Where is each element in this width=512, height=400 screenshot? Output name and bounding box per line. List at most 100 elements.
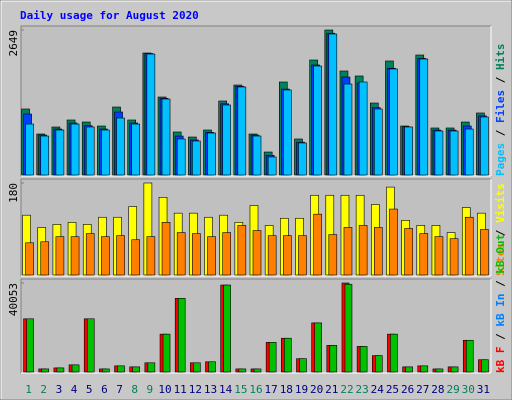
bar [420, 365, 429, 373]
bar [464, 128, 474, 176]
bar [56, 367, 65, 373]
x-tick-label: 23 [356, 383, 369, 396]
bar [450, 366, 459, 373]
bar [71, 364, 80, 373]
x-tick-label: 27 [416, 383, 429, 396]
x-tick-label: 24 [371, 383, 385, 396]
chart-title: Daily usage for August 2020 [20, 9, 199, 22]
bar [449, 130, 459, 176]
x-tick-label: 17 [265, 383, 278, 396]
bar [101, 129, 110, 176]
x-tick-label: 13 [204, 383, 217, 396]
bar [343, 227, 353, 276]
bar [344, 283, 353, 373]
x-tick-label: 28 [431, 383, 444, 396]
bar [419, 233, 429, 276]
bar [374, 355, 383, 373]
bar [70, 236, 80, 276]
bar [298, 235, 307, 276]
bar [70, 123, 80, 176]
bar [192, 233, 201, 276]
bar [358, 81, 368, 176]
bar [449, 238, 459, 276]
bar [177, 298, 186, 373]
bar [314, 322, 322, 373]
y-tick-label: 2649 [7, 30, 20, 57]
bar [131, 123, 141, 176]
legend-separator: / [494, 123, 507, 143]
bar [328, 33, 338, 176]
bar [223, 284, 231, 373]
legend-separator: / [494, 70, 507, 90]
x-tick-label: 11 [174, 383, 187, 396]
x-tick-label: 2 [40, 383, 47, 396]
x-tick-label: 15 [234, 383, 247, 396]
bar [389, 68, 398, 176]
x-tick-label: 4 [71, 383, 78, 396]
bar [313, 65, 322, 176]
bar [435, 368, 444, 373]
x-tick-label: 5 [86, 383, 93, 396]
bar [116, 117, 125, 176]
bar [465, 339, 474, 373]
bar [419, 58, 429, 176]
bar [464, 216, 474, 276]
bar [101, 236, 110, 276]
legend-separator: / [494, 274, 507, 294]
bar [208, 361, 216, 373]
bar [283, 89, 292, 176]
bar [283, 235, 292, 276]
bar [55, 236, 65, 276]
bar [192, 140, 201, 176]
bar [373, 227, 383, 276]
legend-entry: kB Out [494, 234, 507, 274]
panel [20, 278, 492, 374]
bar [237, 86, 247, 176]
legend-separator: / [494, 327, 507, 347]
x-tick-label: 25 [386, 383, 399, 396]
bar [162, 333, 171, 373]
x-tick-label: 10 [158, 383, 171, 396]
x-tick-label: 3 [56, 383, 63, 396]
y-tick-label: 180 [7, 183, 20, 203]
bar [253, 368, 262, 373]
bar [389, 208, 398, 276]
bar [252, 230, 262, 276]
bar [434, 236, 444, 276]
x-tick-label: 20 [310, 383, 323, 396]
bar [404, 228, 413, 276]
legend-entry: Sites [494, 243, 507, 276]
bar [237, 225, 247, 276]
x-tick-label: 8 [131, 383, 138, 396]
bar [222, 232, 231, 276]
bar [85, 233, 95, 276]
legend: kB F / kB In / kB Out [494, 234, 507, 373]
bar [298, 142, 307, 176]
x-tick-label: 6 [101, 383, 108, 396]
y-tick-label: 40053 [7, 283, 20, 316]
bar [373, 108, 383, 176]
bar [343, 83, 353, 176]
bar [404, 126, 413, 176]
x-tick-label: 31 [477, 383, 490, 396]
bar [132, 366, 141, 373]
bar [161, 98, 171, 176]
bar [267, 235, 277, 276]
bar [480, 116, 489, 176]
legend-entry: Files [494, 90, 507, 123]
x-tick-label: 29 [446, 383, 459, 396]
bar [358, 225, 368, 276]
bar [481, 359, 489, 373]
bar [25, 242, 34, 276]
legend-entry: kB F [494, 347, 507, 374]
bar [268, 342, 277, 373]
bar [102, 368, 110, 373]
bar [41, 368, 50, 373]
x-tick-label: 9 [147, 383, 154, 396]
legend-separator: / [494, 223, 507, 243]
bar [193, 362, 201, 373]
bar [86, 318, 95, 373]
bar [117, 365, 125, 373]
x-tick-label: 19 [295, 383, 308, 396]
